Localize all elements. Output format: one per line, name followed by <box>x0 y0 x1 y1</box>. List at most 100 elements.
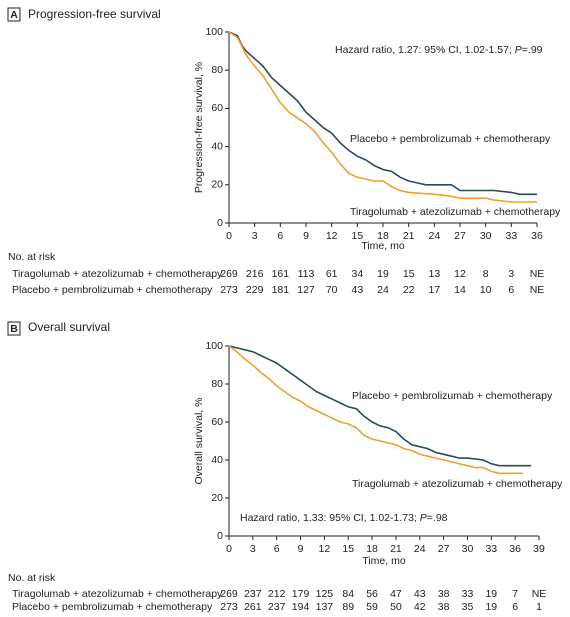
risk-value: 56 <box>366 588 378 600</box>
risk-value: 6 <box>508 284 514 296</box>
risk-value: 161 <box>272 268 290 280</box>
risk-value: 269 <box>220 268 238 280</box>
x-tick-label: 12 <box>319 543 331 555</box>
survival-curve <box>228 345 524 475</box>
y-tick-label: 100 <box>205 26 223 38</box>
risk-value: 194 <box>292 601 310 613</box>
risk-value: 113 <box>298 268 315 280</box>
x-tick-label: 27 <box>454 230 466 242</box>
risk-value: 273 <box>220 601 238 613</box>
x-tick-label: 9 <box>298 543 304 555</box>
risk-value: 43 <box>414 588 426 600</box>
x-tick-label: 27 <box>438 543 450 555</box>
risk-value: 47 <box>390 588 402 600</box>
x-tick-label: 15 <box>342 543 354 555</box>
x-tick-label: 36 <box>531 230 543 242</box>
panel-title: Progression-free survival <box>28 7 161 21</box>
x-tick-label: 0 <box>226 543 232 555</box>
risk-value: 237 <box>244 588 262 600</box>
risk-value: 50 <box>390 601 402 613</box>
risk-value: 137 <box>316 601 334 613</box>
y-tick-label: 0 <box>217 530 223 542</box>
x-tick-label: 39 <box>533 543 545 555</box>
risk-value: NE <box>532 588 547 600</box>
curve-label: Tiragolumab + atezolizumab + chemotherap… <box>352 478 563 490</box>
curve-label: Placebo + pembrolizumab + chemotherapy <box>350 133 551 145</box>
risk-value: 3 <box>508 268 514 280</box>
risk-value: 125 <box>316 588 334 600</box>
y-axis-label: Progression-free survival, % <box>193 62 205 193</box>
risk-value: 8 <box>483 268 489 280</box>
y-tick-label: 60 <box>211 416 223 428</box>
x-tick-label: 24 <box>428 230 440 242</box>
risk-value: 19 <box>485 601 497 613</box>
x-tick-label: 21 <box>403 230 415 242</box>
risk-value: 22 <box>403 284 415 296</box>
risk-value: 38 <box>438 601 450 613</box>
risk-value: 42 <box>414 601 426 613</box>
x-tick-label: 18 <box>366 543 378 555</box>
y-tick-label: 40 <box>211 140 223 152</box>
x-tick-label: 9 <box>303 230 309 242</box>
annotation-text: Hazard ratio, 1.33: 95% CI, 1.02-1.73; <box>240 512 420 524</box>
y-tick-label: 0 <box>217 217 223 229</box>
risk-value: 7 <box>512 588 518 600</box>
risk-value: 237 <box>268 601 286 613</box>
risk-value: 212 <box>268 588 286 600</box>
y-tick-label: 100 <box>205 340 223 352</box>
panel-label: A <box>10 9 18 21</box>
risk-title: No. at risk <box>8 572 56 584</box>
risk-value: 43 <box>351 284 363 296</box>
annotation: Hazard ratio, 1.27: 95% CI, 1.02-1.57; P… <box>335 44 543 56</box>
x-tick-label: 3 <box>252 230 258 242</box>
y-axis-label: Overall survival, % <box>193 398 205 485</box>
y-tick-label: 80 <box>211 64 223 76</box>
x-axis-label: Time, mo <box>362 555 406 567</box>
risk-value: 17 <box>428 284 440 296</box>
survival-curve <box>228 345 532 467</box>
risk-value: 61 <box>326 268 338 280</box>
x-tick-label: 15 <box>351 230 363 242</box>
x-tick-label: 18 <box>377 230 389 242</box>
x-tick-label: 36 <box>509 543 521 555</box>
risk-value: 10 <box>480 284 492 296</box>
x-tick-label: 33 <box>505 230 517 242</box>
risk-value: 15 <box>403 268 415 280</box>
x-tick-label: 0 <box>226 230 232 242</box>
annotation-text: =.98 <box>427 512 448 524</box>
risk-value: 14 <box>454 284 466 296</box>
x-tick-label: 3 <box>250 543 256 555</box>
risk-value: 13 <box>428 268 440 280</box>
x-tick-label: 12 <box>326 230 338 242</box>
risk-row-name: Tiragolumab + atezolizumab + chemotherap… <box>12 588 223 600</box>
risk-value: 89 <box>342 601 354 613</box>
survival-curve <box>228 31 537 196</box>
panel-box <box>7 7 21 22</box>
x-tick-label: 33 <box>485 543 497 555</box>
y-tick-label: 60 <box>211 102 223 114</box>
risk-value: 19 <box>485 588 497 600</box>
annotation-text: Hazard ratio, 1.27: 95% CI, 1.02-1.57; <box>335 44 515 56</box>
risk-value: 12 <box>454 268 466 280</box>
risk-value: NE <box>530 284 545 296</box>
x-tick-label: 6 <box>277 230 283 242</box>
risk-title: No. at risk <box>8 251 56 263</box>
risk-value: 33 <box>462 588 474 600</box>
risk-row-name: Placebo + pembrolizumab + chemotherapy <box>12 284 213 296</box>
panel-label: B <box>10 323 18 335</box>
risk-value: NE <box>530 268 545 280</box>
x-tick-label: 6 <box>274 543 280 555</box>
y-tick-label: 20 <box>211 179 223 191</box>
risk-value: 70 <box>326 284 338 296</box>
risk-value: 273 <box>220 284 238 296</box>
risk-value: 19 <box>377 268 389 280</box>
risk-value: 216 <box>246 268 264 280</box>
risk-value: 127 <box>297 284 315 296</box>
annotation-italic: P <box>420 512 427 524</box>
x-tick-label: 30 <box>462 543 474 555</box>
curve-label: Tiragolumab + atezolizumab + chemotherap… <box>350 206 561 218</box>
risk-value: 84 <box>342 588 354 600</box>
risk-row-name: Tiragolumab + atezolizumab + chemotherap… <box>12 268 223 280</box>
risk-value: 35 <box>462 601 474 613</box>
